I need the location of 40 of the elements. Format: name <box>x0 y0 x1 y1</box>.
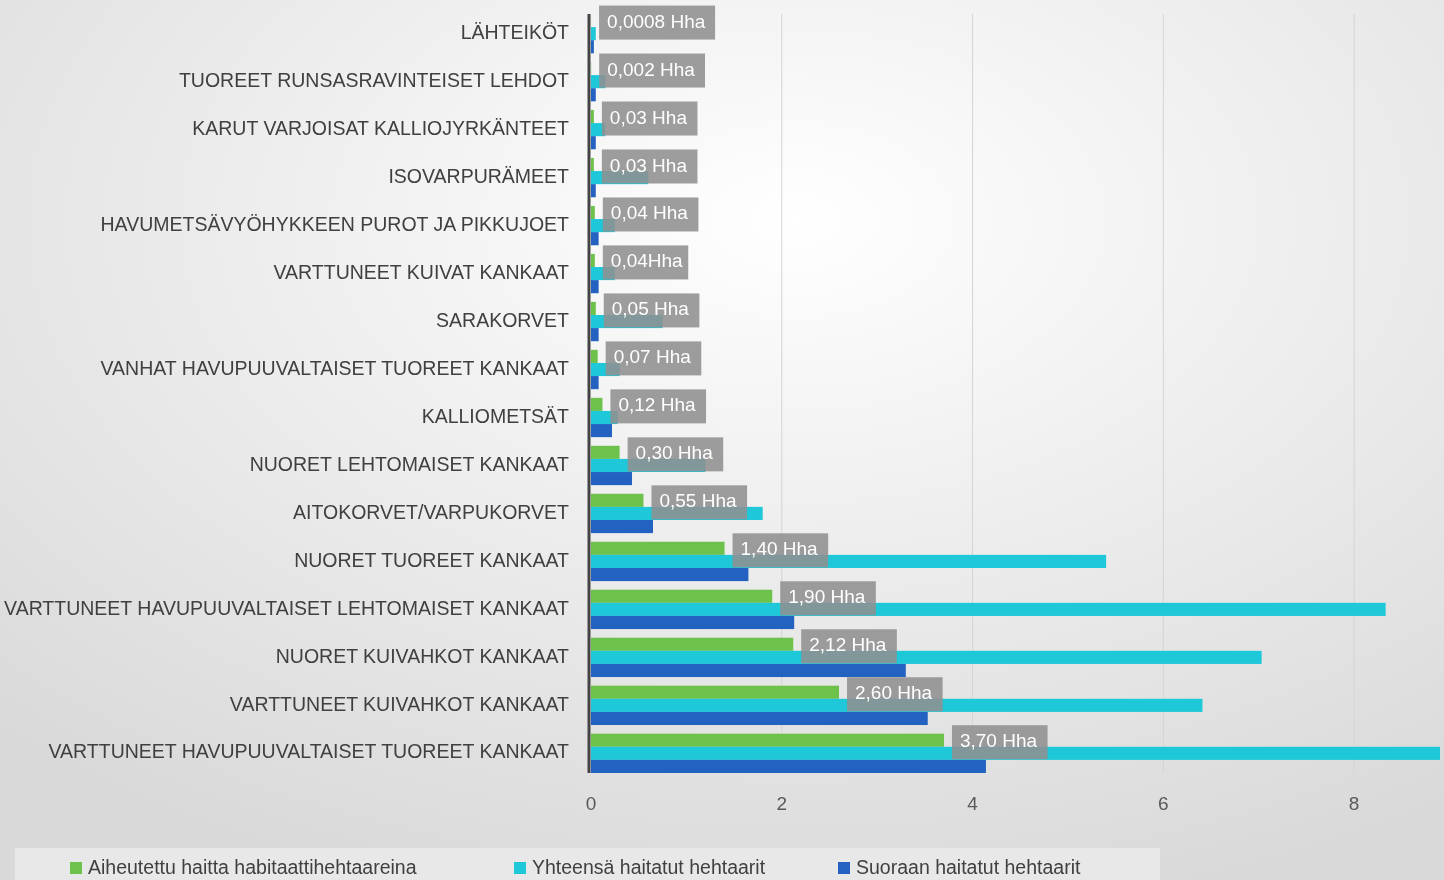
y-tick-label: HAVUMETSÄVYÖHYKKEEN PUROT JA PIKKUJOET <box>100 212 570 235</box>
y-tick-label: NUORET TUOREET KANKAAT <box>294 548 570 571</box>
data-label: 0,12 Hha <box>618 394 696 416</box>
legend-label: Suoraan haitatut hehtaarit <box>856 856 1081 879</box>
y-tick-label: KARUT VARJOISAT KALLIOJYRKÄNTEET <box>192 116 570 139</box>
y-tick-label: NUORET KUIVAHKOT KANKAAT <box>275 644 570 667</box>
x-tick-label: 8 <box>1348 793 1360 815</box>
legend-label: Aiheutettu haitta habitaattihehtaareina <box>88 856 417 879</box>
legend-label: Yhteensä haitatut hehtaarit <box>532 856 766 879</box>
y-tick-label: VARTTUNEET KUIVAHKOT KANKAAT <box>229 692 570 715</box>
data-label: 2,12 Hha <box>809 634 887 656</box>
data-label: 3,70 Hha <box>959 730 1038 752</box>
y-tick-label: KALLIOMETSÄT <box>421 404 570 427</box>
data-label: 0,30 Hha <box>635 442 714 464</box>
x-tick-label: 0 <box>585 793 597 815</box>
x-tick-label: 4 <box>967 793 979 815</box>
data-label: 0,03 Hha <box>609 106 688 128</box>
data-label: 0,05 Hha <box>611 298 690 320</box>
data-label: 1,90 Hha <box>788 586 866 608</box>
x-tick-label: 2 <box>776 793 788 815</box>
y-tick-label: AITOKORVET/VARPUKORVET <box>293 500 570 523</box>
data-label: 1,40 Hha <box>740 538 819 560</box>
data-label: 0,002 Hha <box>607 58 696 80</box>
data-label: 2,60 Hha <box>855 682 933 704</box>
x-tick-label: 6 <box>1158 793 1169 815</box>
y-tick-label: NUORET LEHTOMAISET KANKAAT <box>249 452 570 475</box>
y-tick-label: LÄHTEIKÖT <box>460 20 570 43</box>
data-label: 0,03 Hha <box>609 154 688 176</box>
y-tick-label: ISOVARPURÄMEET <box>388 164 570 187</box>
data-label: 0,0008 Hha <box>607 10 706 32</box>
y-tick-label: VANHAT HAVUPUUVALTAISET TUOREET KANKAAT <box>100 356 570 379</box>
y-tick-label: SARAKORVET <box>436 308 570 331</box>
data-label: 0,55 Hha <box>659 490 738 512</box>
y-tick-label: VARTTUNEET HAVUPUUVALTAISET LEHTOMAISET KANKAAT <box>4 596 570 619</box>
y-tick-label: VARTTUNEET KUIVAT KANKAAT <box>273 260 570 283</box>
y-tick-label: VARTTUNEET HAVUPUUVALTAISET TUOREET KANKAAT <box>48 740 570 763</box>
data-label: 0,04 Hha <box>610 202 689 224</box>
y-tick-label: TUOREET RUNSASRAVINTEISET LEHDOT <box>178 68 570 91</box>
data-label: 0,07 Hha <box>613 346 692 368</box>
data-label: 0,04Hha <box>610 250 684 272</box>
